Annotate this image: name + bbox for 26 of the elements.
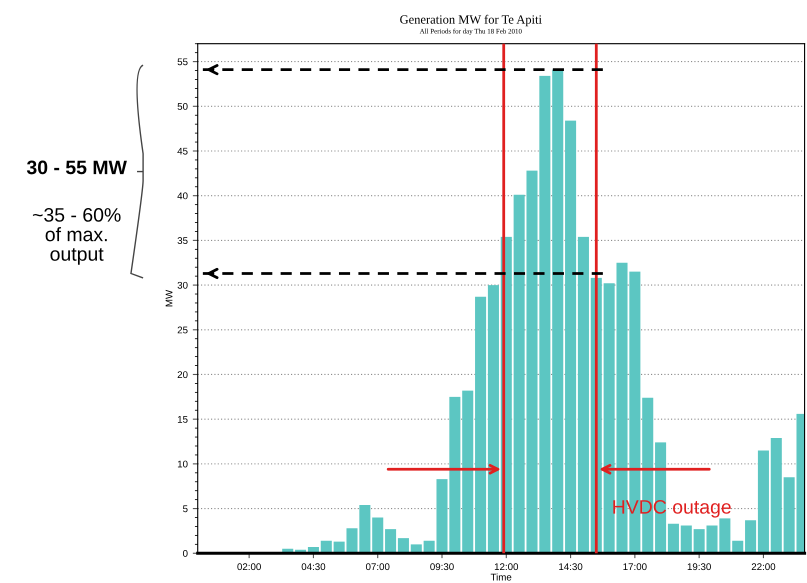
y-tick-label: 55 bbox=[178, 58, 188, 66]
x-tick-label: 14:30 bbox=[559, 563, 582, 570]
x-tick-label: 17:00 bbox=[623, 563, 647, 570]
y-tick-label: 5 bbox=[182, 505, 188, 512]
y-tick-label: 15 bbox=[178, 416, 188, 423]
x-tick-label: 07:00 bbox=[366, 563, 390, 570]
y-axis-title: MW bbox=[166, 290, 172, 306]
y-tick-label: 35 bbox=[178, 237, 188, 244]
x-tick-label: 22:00 bbox=[752, 563, 776, 570]
chart-title: Generation MW for Te Apiti bbox=[400, 14, 542, 26]
x-tick-label: 12:00 bbox=[494, 563, 518, 570]
y-tick-label: 50 bbox=[178, 103, 188, 110]
y-tick-label: 45 bbox=[177, 148, 188, 155]
y-tick-label: 20 bbox=[178, 371, 188, 378]
text: ~35 - 60% of max. output bbox=[32, 208, 121, 265]
x-tick-label: 04:30 bbox=[302, 563, 326, 570]
y-tick-label: 25 bbox=[178, 326, 188, 334]
text: 30 - 55 MW bbox=[26, 160, 127, 174]
y-tick-label: 30 bbox=[178, 282, 188, 289]
y-tick-label: 0 bbox=[182, 550, 188, 557]
x-tick-label: 09:30 bbox=[430, 563, 454, 570]
x-axis-title: Time bbox=[490, 573, 512, 581]
y-tick-label: 40 bbox=[177, 192, 188, 200]
y-tick-label: 10 bbox=[178, 460, 188, 468]
x-tick-label: 19:30 bbox=[688, 563, 711, 570]
x-tick-label: 02:00 bbox=[237, 563, 261, 570]
